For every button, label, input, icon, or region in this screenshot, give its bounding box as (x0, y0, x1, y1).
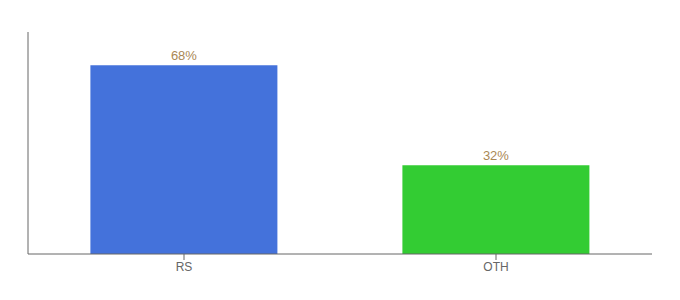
svg-text:32%: 32% (483, 148, 509, 163)
svg-text:RS: RS (176, 260, 193, 274)
svg-text:68%: 68% (171, 48, 197, 63)
svg-text:OTH: OTH (483, 260, 508, 274)
